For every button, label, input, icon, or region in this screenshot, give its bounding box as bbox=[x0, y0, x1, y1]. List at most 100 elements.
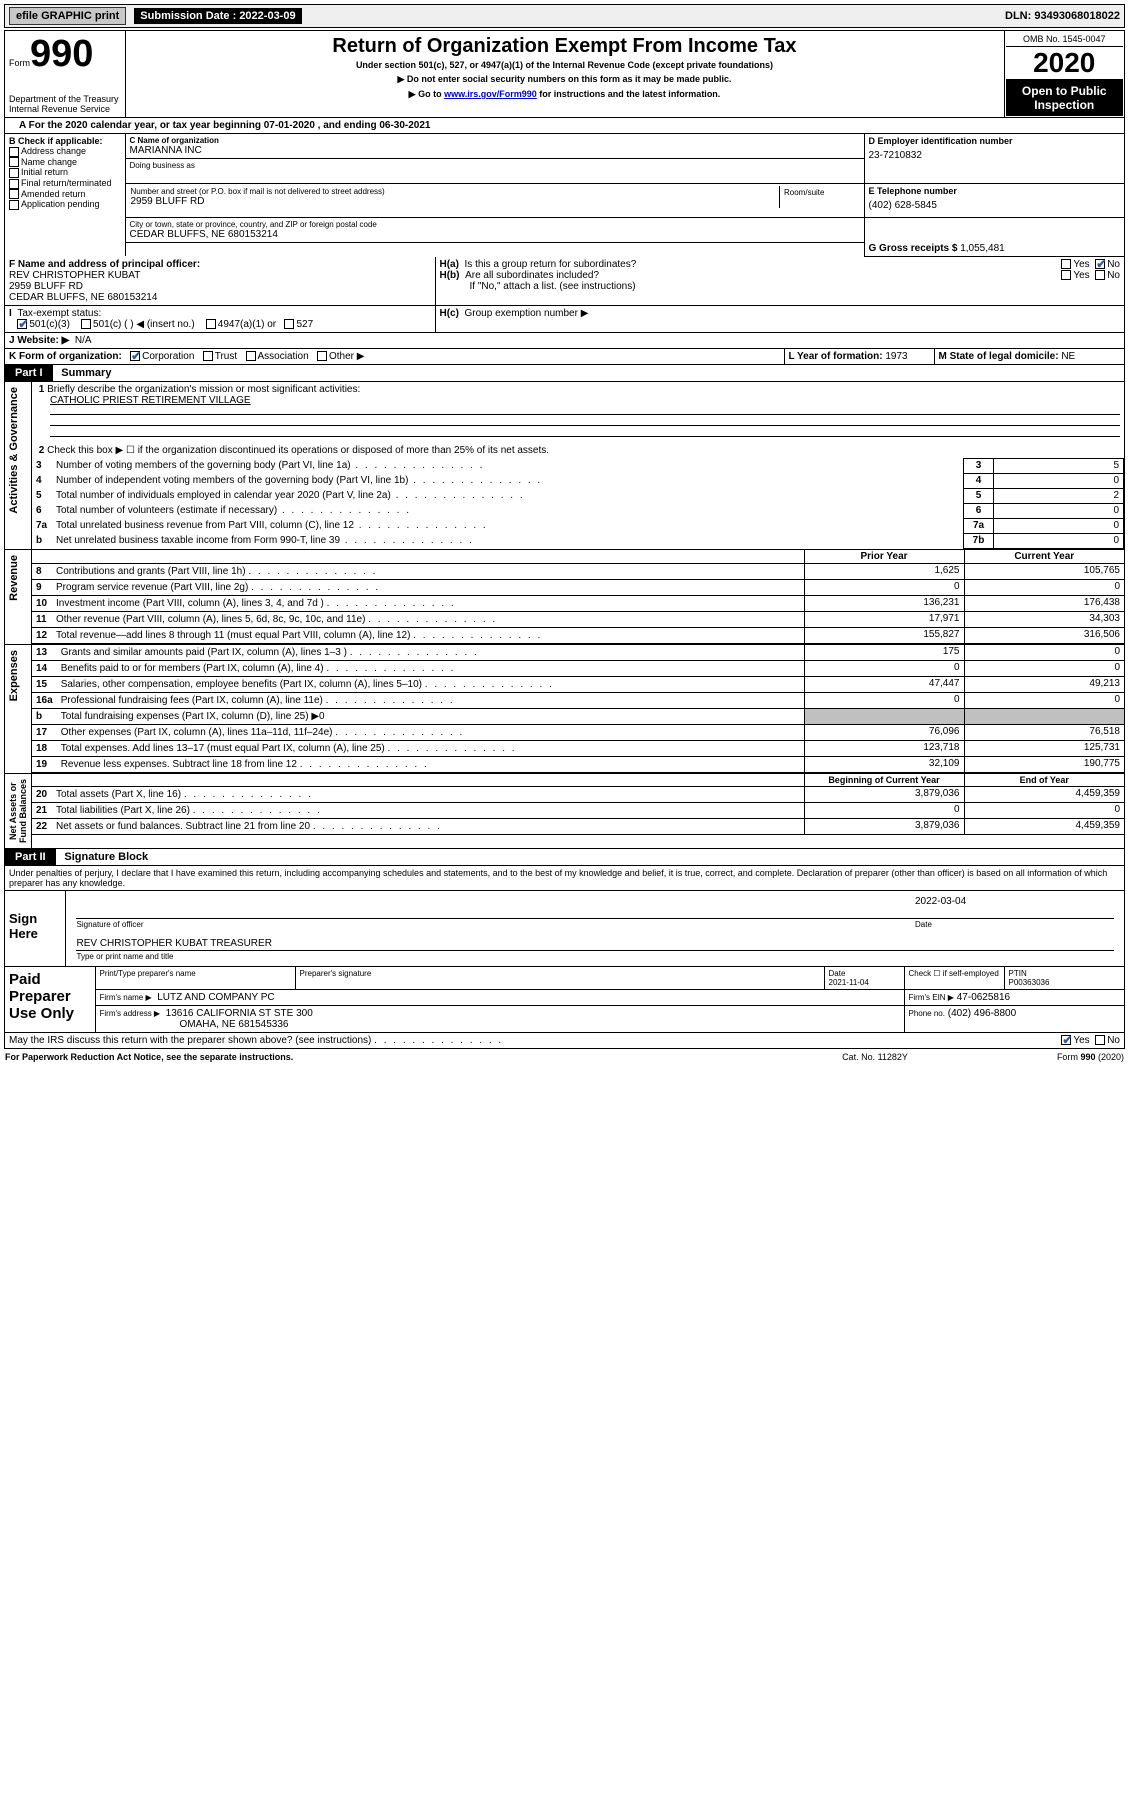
financial-row: b Total fundraising expenses (Part IX, c… bbox=[32, 708, 1124, 724]
corp-checkbox[interactable] bbox=[130, 351, 140, 361]
ha-yes[interactable] bbox=[1061, 259, 1071, 269]
tax-period: A For the 2020 calendar year, or tax yea… bbox=[5, 117, 1124, 133]
firm-addr-cell: Firm's address ▶ 13616 CALIFORNIA ST STE… bbox=[95, 1006, 904, 1033]
phone-cell: E Telephone number (402) 628-5845 bbox=[864, 184, 1124, 218]
assoc-checkbox[interactable] bbox=[246, 351, 256, 361]
501c-checkbox[interactable] bbox=[81, 319, 91, 329]
summary-row: 6 Total number of volunteers (estimate i… bbox=[32, 503, 1124, 518]
end-year-header: End of Year bbox=[964, 774, 1124, 787]
name-change-checkbox[interactable] bbox=[9, 157, 19, 167]
sig-officer-line[interactable] bbox=[76, 895, 915, 919]
financial-row: 21 Total liabilities (Part X, line 26) 0… bbox=[32, 802, 1124, 818]
perjury-statement: Under penalties of perjury, I declare th… bbox=[5, 865, 1124, 890]
addr-change-checkbox[interactable] bbox=[9, 147, 19, 157]
dept-treasury: Department of the Treasury bbox=[9, 94, 121, 104]
dba-cell: Doing business as bbox=[125, 159, 864, 184]
goto-post: for instructions and the latest informat… bbox=[537, 89, 721, 99]
501c3-checkbox[interactable] bbox=[17, 319, 27, 329]
expenses-label: Expenses bbox=[6, 646, 22, 705]
city-cell: City or town, state or province, country… bbox=[125, 218, 864, 243]
street-cell: Number and street (or P.O. box if mail i… bbox=[130, 186, 780, 208]
sig-date-label: Date bbox=[914, 919, 1114, 931]
initial-return-checkbox[interactable] bbox=[9, 168, 19, 178]
form-word: Form bbox=[9, 58, 30, 68]
print-name-label: Print/Type preparer's name bbox=[95, 967, 295, 990]
footer-right: Form 990 (2020) bbox=[975, 1051, 1125, 1063]
tax-exempt-status: I Tax-exempt status: 501(c)(3) 501(c) ( … bbox=[5, 305, 435, 332]
efile-label[interactable]: efile GRAPHIC print bbox=[9, 7, 126, 25]
room-label: Room/suite bbox=[780, 186, 860, 208]
website-row: J Website: ▶ N/A bbox=[5, 332, 1124, 348]
governance-label: Activities & Governance bbox=[6, 383, 22, 518]
financial-row: 14 Benefits paid to or for members (Part… bbox=[32, 660, 1124, 676]
expenses-table: 13 Grants and similar amounts paid (Part… bbox=[32, 645, 1124, 773]
form-container: Form990 Department of the Treasury Inter… bbox=[4, 30, 1125, 1049]
summary-row: 4 Number of independent voting members o… bbox=[32, 473, 1124, 488]
part1-subtitle: Summary bbox=[55, 367, 111, 379]
discuss-yes[interactable] bbox=[1061, 1035, 1071, 1045]
netassets-table: 20 Total assets (Part X, line 16) 3,879,… bbox=[32, 786, 1124, 834]
final-return-checkbox[interactable] bbox=[9, 179, 19, 189]
discuss-no[interactable] bbox=[1095, 1035, 1105, 1045]
financial-row: 22 Net assets or fund balances. Subtract… bbox=[32, 818, 1124, 834]
prep-sig-label: Preparer's signature bbox=[295, 967, 824, 990]
principal-officer: F Name and address of principal officer:… bbox=[5, 257, 435, 305]
4947-checkbox[interactable] bbox=[206, 319, 216, 329]
footer-left: For Paperwork Reduction Act Notice, see … bbox=[4, 1051, 775, 1063]
org-name-cell: C Name of organization MARIANNA INC bbox=[125, 134, 864, 159]
type-print-label: Type or print name and title bbox=[76, 951, 1115, 963]
trust-checkbox[interactable] bbox=[203, 351, 213, 361]
paid-prep-label: Paid Preparer Use Only bbox=[5, 967, 95, 1033]
firm-name-cell: Firm's name ▶ LUTZ AND COMPANY PC bbox=[95, 990, 904, 1006]
check-if-applicable: B Check if applicable: Address change Na… bbox=[5, 134, 125, 257]
hb-yes[interactable] bbox=[1061, 270, 1071, 280]
begin-year-header: Beginning of Current Year bbox=[804, 774, 964, 787]
summary-row: 7a Total unrelated business revenue from… bbox=[32, 518, 1124, 533]
527-checkbox[interactable] bbox=[284, 319, 294, 329]
summary-row: 5 Total number of individuals employed i… bbox=[32, 488, 1124, 503]
financial-row: 17 Other expenses (Part IX, column (A), … bbox=[32, 724, 1124, 740]
financial-row: 10 Investment income (Part VIII, column … bbox=[32, 595, 1124, 611]
dln: DLN: 93493068018022 bbox=[1005, 10, 1120, 22]
current-year-header: Current Year bbox=[964, 550, 1124, 564]
part1-header: Part I bbox=[5, 365, 53, 381]
footer-cat: Cat. No. 11282Y bbox=[775, 1051, 975, 1063]
prep-date-cell: Date2021-11-04 bbox=[824, 967, 904, 990]
hb-no[interactable] bbox=[1095, 270, 1105, 280]
summary-row: b Net unrelated business taxable income … bbox=[32, 533, 1124, 548]
officer-name: REV CHRISTOPHER KUBAT TREASURER bbox=[76, 930, 1115, 951]
other-checkbox[interactable] bbox=[317, 351, 327, 361]
ein-cell: D Employer identification number 23-7210… bbox=[864, 134, 1124, 184]
financial-row: 13 Grants and similar amounts paid (Part… bbox=[32, 645, 1124, 661]
ptin-cell: PTINP00363036 bbox=[1004, 967, 1124, 990]
app-pending-checkbox[interactable] bbox=[9, 200, 19, 210]
gross-receipts: G Gross receipts $ 1,055,481 bbox=[864, 218, 1124, 257]
discuss-row: May the IRS discuss this return with the… bbox=[5, 1032, 1124, 1048]
section-h: H(a) Is this a group return for subordin… bbox=[435, 257, 1124, 305]
ha-no[interactable] bbox=[1095, 259, 1105, 269]
sign-here-label: Sign Here bbox=[5, 890, 65, 966]
form-of-org: K Form of organization: Corporation Trus… bbox=[5, 348, 784, 364]
financial-row: 19 Revenue less expenses. Subtract line … bbox=[32, 756, 1124, 772]
revenue-table: 8 Contributions and grants (Part VIII, l… bbox=[32, 563, 1124, 643]
financial-row: 16a Professional fundraising fees (Part … bbox=[32, 692, 1124, 708]
section-hc: H(c) Group exemption number ▶ bbox=[435, 305, 1124, 332]
form-subtitle: Under section 501(c), 527, or 4947(a)(1)… bbox=[130, 60, 1000, 70]
financial-row: 8 Contributions and grants (Part VIII, l… bbox=[32, 563, 1124, 579]
form-title: Return of Organization Exempt From Incom… bbox=[130, 35, 1000, 58]
irs-link[interactable]: www.irs.gov/Form990 bbox=[444, 89, 537, 99]
state-domicile: M State of legal domicile: NE bbox=[934, 348, 1124, 364]
financial-row: 15 Salaries, other compensation, employe… bbox=[32, 676, 1124, 692]
goto-pre: ▶ Go to bbox=[409, 89, 444, 99]
prior-year-header: Prior Year bbox=[804, 550, 964, 564]
omb-number: OMB No. 1545-0047 bbox=[1006, 32, 1124, 47]
part2-subtitle: Signature Block bbox=[58, 851, 148, 863]
irs-label: Internal Revenue Service bbox=[9, 104, 121, 114]
sig-officer-label: Signature of officer bbox=[76, 919, 915, 931]
financial-row: 9 Program service revenue (Part VIII, li… bbox=[32, 579, 1124, 595]
financial-row: 12 Total revenue—add lines 8 through 11 … bbox=[32, 627, 1124, 643]
submission-date: Submission Date : 2022-03-09 bbox=[134, 8, 301, 24]
part2-header: Part II bbox=[5, 849, 56, 865]
amended-checkbox[interactable] bbox=[9, 189, 19, 199]
tax-year: 2020 bbox=[1006, 47, 1124, 80]
